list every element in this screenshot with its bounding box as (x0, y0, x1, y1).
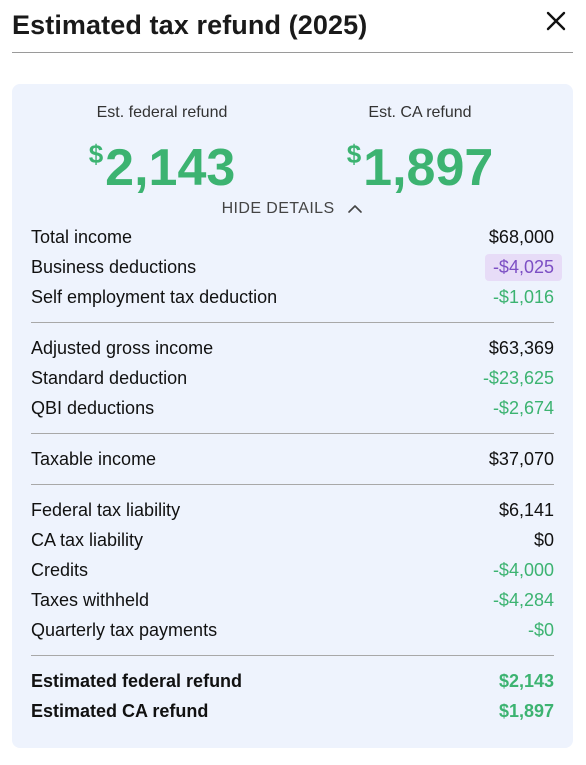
row-value: -$23,625 (482, 367, 554, 388)
row-qbi-deductions: QBI deductions -$2,674 (31, 393, 554, 423)
refund-details-card: Est. federal refund $2,143 Est. CA refun… (12, 84, 573, 748)
row-label: Federal tax liability (31, 499, 181, 520)
row-credits: Credits -$4,000 (31, 555, 554, 585)
agi-group: Adjusted gross income $63,369 Standard d… (31, 322, 554, 423)
row-value: -$2,674 (492, 397, 554, 418)
liability-group: Federal tax liability $6,141 CA tax liab… (31, 484, 554, 645)
federal-refund-value: 2,143 (105, 139, 236, 197)
details-list: Total income $68,000 Business deductions… (31, 222, 562, 726)
row-label: Standard deduction (31, 367, 188, 388)
row-value: -$1,016 (492, 286, 554, 307)
row-value: -$4,000 (492, 559, 554, 580)
row-value: $68,000 (488, 226, 554, 247)
row-taxable-income: Taxable income $37,070 (31, 444, 554, 474)
row-value: $63,369 (488, 337, 554, 358)
row-label: CA tax liability (31, 529, 144, 550)
dialog-header: Estimated tax refund (2025) (12, 0, 573, 53)
row-label: Business deductions (31, 256, 197, 277)
row-value: $0 (533, 529, 554, 550)
row-adjusted-gross-income: Adjusted gross income $63,369 (31, 333, 554, 363)
federal-refund-label: Est. federal refund (96, 104, 228, 121)
row-label: Self employment tax deduction (31, 286, 278, 307)
dialog-title: Estimated tax refund (2025) (12, 10, 368, 40)
federal-refund-summary: Est. federal refund $2,143 (62, 104, 262, 198)
row-self-employment-tax-deduction: Self employment tax deduction -$1,016 (31, 282, 554, 312)
federal-refund-currency: $ (88, 139, 104, 169)
row-label: Estimated federal refund (31, 670, 243, 691)
row-federal-tax-liability: Federal tax liability $6,141 (31, 495, 554, 525)
ca-refund-amount: $1,897 (320, 124, 520, 198)
row-value: $1,897 (498, 700, 554, 721)
row-value: -$0 (527, 619, 554, 640)
taxable-income-group: Taxable income $37,070 (31, 433, 554, 474)
row-label: Estimated CA refund (31, 700, 209, 721)
row-label: QBI deductions (31, 397, 155, 418)
row-label: Taxable income (31, 448, 157, 469)
row-label: Credits (31, 559, 89, 580)
federal-refund-amount: $2,143 (62, 124, 262, 198)
row-value: -$4,284 (492, 589, 554, 610)
row-label: Total income (31, 226, 133, 247)
ca-refund-label: Est. CA refund (368, 104, 472, 121)
row-label: Adjusted gross income (31, 337, 214, 358)
row-standard-deduction: Standard deduction -$23,625 (31, 363, 554, 393)
row-label: Taxes withheld (31, 589, 150, 610)
income-group: Total income $68,000 Business deductions… (31, 222, 562, 312)
row-business-deductions: Business deductions -$4,025 (31, 252, 562, 282)
row-estimated-federal-refund: Estimated federal refund $2,143 (31, 666, 554, 696)
business-deductions-value[interactable]: -$4,025 (484, 253, 562, 281)
ca-refund-currency: $ (346, 139, 362, 169)
hide-details-label: HIDE DETAILS (221, 200, 335, 217)
row-total-income: Total income $68,000 (31, 222, 554, 252)
row-label: Quarterly tax payments (31, 619, 218, 640)
row-value: $37,070 (488, 448, 554, 469)
row-estimated-ca-refund: Estimated CA refund $1,897 (31, 696, 554, 726)
row-value: $6,141 (498, 499, 554, 520)
close-icon (546, 11, 566, 31)
ca-refund-summary: Est. CA refund $1,897 (320, 104, 520, 198)
row-quarterly-tax-payments: Quarterly tax payments -$0 (31, 615, 554, 645)
refund-totals-group: Estimated federal refund $2,143 Estimate… (31, 655, 554, 726)
hide-details-toggle[interactable]: HIDE DETAILS (12, 200, 573, 218)
ca-refund-value: 1,897 (363, 139, 494, 197)
row-value: $2,143 (498, 670, 554, 691)
chevron-up-icon (348, 204, 363, 213)
row-ca-tax-liability: CA tax liability $0 (31, 525, 554, 555)
row-taxes-withheld: Taxes withheld -$4,284 (31, 585, 554, 615)
close-button[interactable] (541, 6, 571, 36)
